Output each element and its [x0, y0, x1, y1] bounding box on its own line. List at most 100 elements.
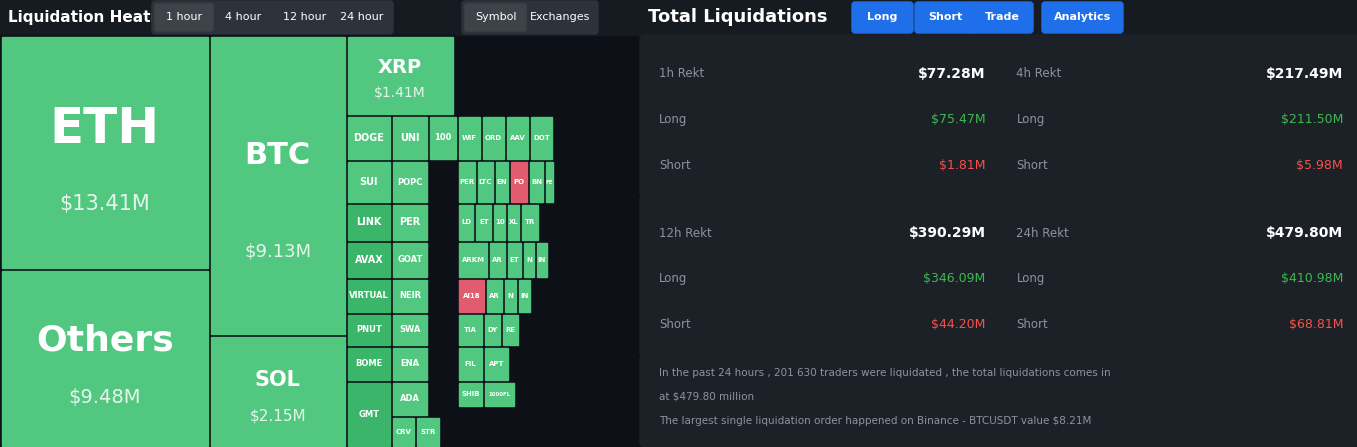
Bar	[394, 162, 427, 202]
Bar	[347, 348, 391, 380]
Text: $68.81M: $68.81M	[1289, 318, 1343, 331]
Bar	[495, 162, 509, 202]
Text: $479.80M: $479.80M	[1266, 226, 1343, 240]
Bar	[392, 115, 429, 160]
Bar	[457, 381, 484, 408]
Text: APT: APT	[489, 361, 505, 367]
Bar	[484, 313, 502, 346]
Bar	[547, 162, 552, 202]
Bar	[544, 160, 555, 204]
Text: $1.81M: $1.81M	[939, 159, 985, 172]
Bar	[529, 160, 544, 204]
Text: Short: Short	[1016, 318, 1048, 331]
Text: at $479.80 million: at $479.80 million	[660, 392, 754, 402]
Bar	[346, 160, 392, 204]
Bar	[531, 117, 552, 159]
Bar	[212, 337, 345, 446]
Text: 24 hour: 24 hour	[341, 13, 384, 22]
Text: SWA: SWA	[399, 325, 421, 334]
Text: In the past 24 hours , 201 630 traders were liquidated , the total liquidations : In the past 24 hours , 201 630 traders w…	[660, 368, 1110, 378]
Text: 1000FL: 1000FL	[489, 392, 510, 397]
Bar	[346, 241, 392, 278]
Text: Long: Long	[660, 113, 688, 126]
Text: LTC: LTC	[479, 179, 491, 186]
Bar	[394, 206, 427, 240]
Bar	[522, 241, 535, 278]
Bar	[347, 279, 391, 312]
FancyBboxPatch shape	[997, 194, 1357, 357]
Bar	[392, 241, 429, 278]
Text: UNI: UNI	[400, 133, 419, 143]
Text: FE: FE	[546, 180, 554, 185]
Bar	[494, 206, 505, 240]
Bar	[531, 162, 543, 202]
Text: ET: ET	[479, 219, 489, 225]
Text: GOAT: GOAT	[398, 255, 423, 264]
Bar	[417, 416, 440, 447]
FancyBboxPatch shape	[155, 4, 213, 31]
Text: FIL: FIL	[464, 361, 476, 367]
Text: EN: EN	[497, 179, 508, 186]
Bar	[490, 243, 505, 277]
Bar	[489, 241, 506, 278]
Bar	[506, 204, 521, 241]
Bar	[418, 417, 438, 446]
Text: PER: PER	[399, 217, 421, 228]
Text: Analytics: Analytics	[1054, 13, 1111, 22]
Bar	[394, 348, 427, 380]
FancyBboxPatch shape	[641, 194, 1000, 357]
Bar	[537, 243, 547, 277]
FancyBboxPatch shape	[152, 1, 394, 34]
Text: $211.50M: $211.50M	[1281, 113, 1343, 126]
Bar	[392, 278, 429, 313]
Bar	[394, 243, 427, 277]
FancyBboxPatch shape	[997, 35, 1357, 198]
Bar	[484, 346, 509, 381]
Text: 4 hour: 4 hour	[225, 13, 261, 22]
Text: AR: AR	[493, 257, 503, 262]
Bar	[484, 381, 516, 408]
Bar	[392, 313, 429, 346]
Bar	[517, 278, 532, 313]
Bar	[457, 160, 476, 204]
Bar	[394, 315, 427, 345]
Text: AR: AR	[490, 293, 499, 299]
Bar	[486, 348, 508, 380]
Text: Exchanges: Exchanges	[529, 13, 590, 22]
Bar	[486, 383, 514, 406]
Text: N: N	[508, 293, 513, 299]
Text: Long: Long	[1016, 113, 1045, 126]
Bar	[346, 381, 392, 447]
Bar	[457, 115, 482, 160]
Text: TR: TR	[525, 219, 536, 225]
Text: Others: Others	[35, 324, 174, 358]
Bar	[503, 278, 517, 313]
Bar	[392, 160, 429, 204]
Text: BTC: BTC	[244, 141, 311, 170]
Text: ETH: ETH	[50, 105, 160, 153]
Bar	[0, 35, 209, 270]
Text: STR: STR	[421, 429, 436, 434]
FancyBboxPatch shape	[461, 1, 598, 34]
Text: $77.28M: $77.28M	[917, 67, 985, 80]
Text: SOL: SOL	[255, 370, 301, 390]
Bar	[475, 204, 493, 241]
Text: DY: DY	[487, 327, 498, 333]
Text: CRV: CRV	[396, 429, 411, 434]
Text: NEIR: NEIR	[399, 291, 421, 300]
Bar	[394, 117, 427, 159]
Text: Short: Short	[928, 13, 962, 22]
Bar	[209, 35, 346, 336]
Text: DOGE: DOGE	[353, 133, 384, 143]
Text: LINK: LINK	[357, 217, 381, 228]
Text: POPC: POPC	[398, 178, 423, 187]
Text: TIA: TIA	[464, 327, 476, 333]
Text: 1h Rekt: 1h Rekt	[660, 67, 704, 80]
Bar	[478, 162, 493, 202]
Bar	[521, 204, 540, 241]
Bar	[346, 115, 392, 160]
Bar	[394, 417, 414, 446]
Bar	[508, 117, 528, 159]
Text: $390.29M: $390.29M	[908, 226, 985, 240]
Bar	[482, 115, 505, 160]
